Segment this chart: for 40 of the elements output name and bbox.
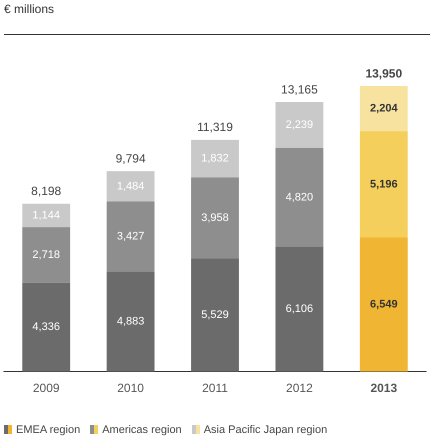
data-label: 6,549 bbox=[370, 298, 398, 311]
bar bbox=[191, 177, 239, 258]
bar bbox=[22, 204, 70, 228]
x-tick-label: 2009 bbox=[32, 381, 60, 396]
data-label: 5,196 bbox=[370, 178, 398, 190]
chart-subtitle: € millions bbox=[4, 2, 54, 16]
bar bbox=[360, 131, 408, 238]
x-tick-label: 2010 bbox=[117, 381, 144, 396]
data-label: 6,106 bbox=[286, 303, 314, 316]
data-label: 2,204 bbox=[370, 102, 398, 115]
bar bbox=[275, 148, 324, 247]
bar bbox=[191, 140, 239, 178]
data-label: 4,820 bbox=[286, 191, 314, 204]
bar bbox=[275, 246, 324, 372]
x-tick-label: 2013 bbox=[370, 381, 398, 396]
data-label: 4,336 bbox=[32, 321, 60, 334]
x-tick-label: 2012 bbox=[286, 381, 314, 396]
total-label: 13,165 bbox=[281, 82, 318, 96]
total-label: 8,198 bbox=[31, 184, 62, 198]
total-label: 11,319 bbox=[197, 120, 234, 134]
data-label: 2,718 bbox=[32, 249, 60, 262]
bar bbox=[22, 227, 70, 283]
bar bbox=[106, 272, 155, 372]
legend-label: EMEA region bbox=[15, 424, 80, 436]
x-tick-label: 2011 bbox=[202, 381, 228, 396]
data-label: 3,958 bbox=[201, 212, 229, 224]
data-label: 3,427 bbox=[116, 230, 144, 243]
bar bbox=[360, 86, 408, 132]
bar bbox=[191, 258, 239, 372]
data-label: 4,883 bbox=[116, 316, 144, 328]
bar bbox=[360, 238, 408, 372]
bar bbox=[106, 171, 155, 202]
legend-label: Americas region bbox=[101, 424, 182, 436]
total-label: 9,794 bbox=[116, 151, 146, 166]
bar bbox=[22, 282, 70, 372]
total-label: 13,950 bbox=[365, 66, 402, 80]
legend-label: Asia Pacific Japan region bbox=[202, 424, 328, 436]
bar bbox=[275, 102, 324, 148]
bar bbox=[106, 201, 155, 272]
data-label: 5,529 bbox=[201, 309, 229, 322]
